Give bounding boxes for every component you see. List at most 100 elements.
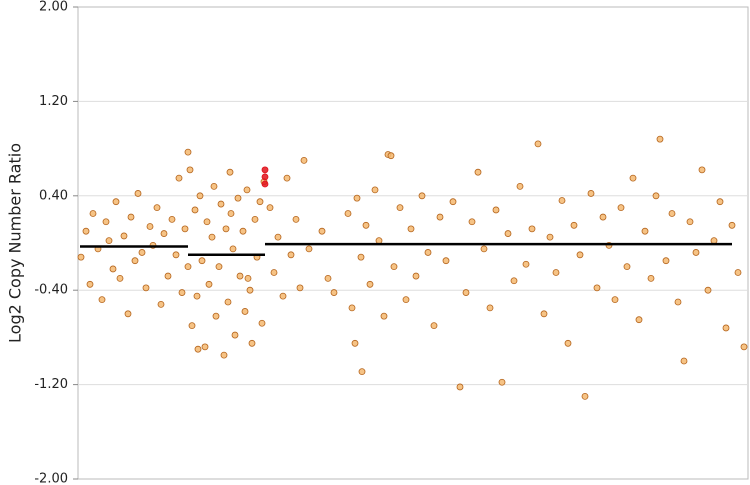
- data-point: [692, 249, 700, 256]
- data-point: [178, 289, 186, 296]
- data-point: [109, 265, 117, 273]
- data-point: [292, 215, 300, 223]
- data-point: [698, 166, 706, 174]
- data-point: [287, 251, 295, 259]
- data-point: [244, 274, 252, 282]
- y-tick-label: 0.40: [39, 188, 68, 203]
- data-point: [647, 274, 655, 282]
- data-point: [734, 269, 742, 276]
- data-point: [146, 223, 154, 230]
- data-point: [375, 237, 383, 245]
- data-point: [261, 166, 269, 174]
- data-point: [668, 210, 676, 217]
- data-point: [248, 339, 256, 347]
- data-point: [89, 210, 97, 217]
- data-point: [246, 286, 254, 294]
- data-point: [641, 227, 649, 235]
- data-point: [407, 225, 415, 233]
- y-tick-label: 2.00: [39, 0, 68, 15]
- data-point: [504, 230, 512, 237]
- data-point: [243, 186, 251, 194]
- data-point: [623, 263, 631, 271]
- data-point: [656, 135, 664, 143]
- data-point: [728, 221, 736, 229]
- data-point: [358, 368, 366, 376]
- y-axis-label: Log2 Copy Number Ratio: [6, 143, 25, 343]
- data-point: [449, 198, 457, 206]
- data-point: [357, 253, 365, 261]
- data-point: [98, 296, 106, 304]
- data-point: [635, 316, 643, 324]
- data-point: [662, 257, 670, 265]
- data-point: [283, 174, 291, 182]
- data-point: [492, 206, 500, 214]
- data-point: [652, 192, 660, 200]
- data-point: [116, 274, 124, 282]
- data-point: [510, 277, 518, 285]
- data-point: [486, 304, 494, 312]
- data-point: [674, 298, 682, 306]
- data-point: [522, 260, 530, 268]
- data-point: [164, 272, 172, 280]
- data-point: [102, 218, 110, 226]
- data-point: [380, 312, 388, 320]
- data-point: [390, 263, 398, 271]
- data-point: [716, 198, 724, 206]
- data-point: [134, 190, 142, 197]
- data-point: [418, 192, 426, 200]
- data-point: [576, 251, 584, 259]
- data-point: [231, 331, 239, 339]
- data-point: [105, 237, 113, 245]
- data-point: [344, 210, 352, 217]
- data-point: [270, 269, 278, 276]
- data-point: [157, 300, 165, 308]
- data-point: [546, 233, 554, 241]
- data-point: [330, 289, 338, 296]
- data-point: [570, 221, 578, 229]
- data-point: [175, 174, 183, 182]
- data-point: [528, 225, 536, 233]
- data-point: [396, 204, 404, 212]
- data-point: [351, 339, 359, 347]
- data-point: [266, 204, 274, 212]
- data-point: [212, 312, 220, 320]
- data-point: [112, 198, 120, 206]
- data-point: [710, 237, 718, 245]
- data-point: [224, 298, 232, 306]
- data-point: [680, 357, 688, 365]
- data-point: [120, 232, 128, 240]
- data-point: [220, 351, 228, 359]
- data-point: [168, 215, 176, 223]
- data-point: [534, 140, 542, 148]
- data-point: [186, 166, 194, 174]
- data-point: [124, 310, 132, 318]
- data-point: [227, 210, 235, 217]
- data-point: [251, 215, 259, 223]
- data-point: [86, 280, 94, 288]
- data-point: [194, 345, 202, 353]
- data-point: [274, 233, 282, 241]
- data-point: [127, 213, 135, 221]
- data-point: [552, 269, 560, 276]
- data-point: [318, 227, 326, 235]
- data-point: [138, 249, 146, 256]
- data-point: [258, 319, 266, 327]
- data-point: [540, 310, 548, 318]
- data-point: [704, 286, 712, 294]
- data-point: [142, 284, 150, 292]
- data-point: [611, 296, 619, 304]
- data-point: [430, 322, 438, 330]
- data-point: [181, 225, 189, 233]
- data-point: [587, 190, 595, 197]
- data-point: [131, 257, 139, 265]
- data-point: [442, 257, 450, 265]
- data-point: [599, 213, 607, 221]
- data-point: [686, 218, 694, 226]
- data-point: [362, 221, 370, 229]
- data-point: [474, 168, 482, 176]
- data-point: [516, 182, 524, 190]
- data-point: [188, 322, 196, 330]
- data-point: [205, 280, 213, 288]
- data-point: [215, 263, 223, 271]
- y-tick-label: -1.20: [34, 377, 68, 392]
